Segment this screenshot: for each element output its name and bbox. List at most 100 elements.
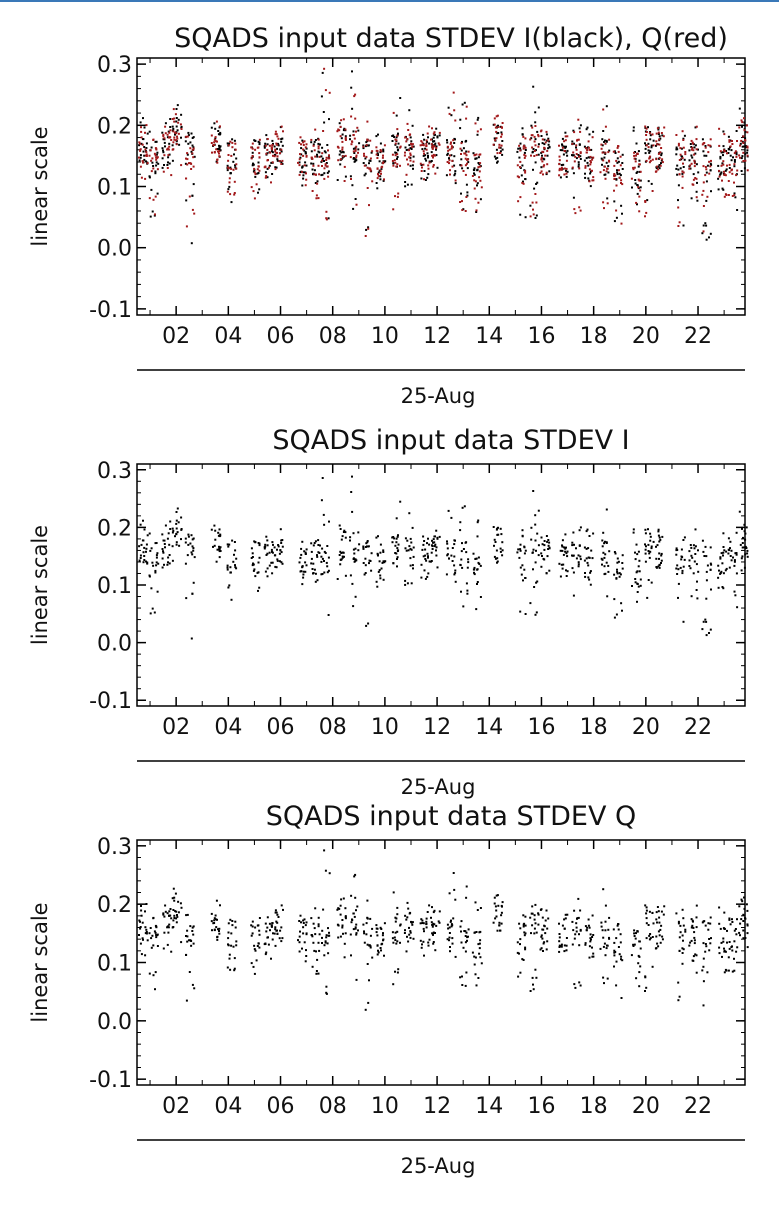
series-q-point [422,150,425,153]
series-i-point [155,164,158,167]
series-i-point [391,140,394,142]
series-i-point [323,560,325,562]
series-i-point [168,543,171,546]
series-i-point [681,569,684,572]
series-q-point [354,927,357,930]
series-i-point [351,184,354,187]
series-q-point [162,133,165,136]
series-q-point [471,951,474,954]
series-i-point [175,522,178,525]
series-i-point [275,566,278,569]
series-i-point [732,556,734,559]
series-q-point [257,146,260,149]
series-q-point [604,142,607,145]
series-q-point [633,943,636,946]
series-q-point [397,192,400,195]
series-i-point [744,553,747,556]
series-q-point [600,925,603,928]
series-q-point [155,934,158,936]
series-q-point [701,969,704,972]
series-q-point [344,932,347,935]
series-i-point [477,162,480,164]
series-i-point [476,118,479,121]
series-q-point [145,931,148,933]
series-i-point [694,144,697,147]
series-i-point [376,187,379,190]
series-i-point [721,162,724,165]
series-i-point [278,560,281,563]
series-i-point [682,539,685,541]
series-i-point [522,579,524,582]
series-i-point [316,153,318,156]
series-q-point [563,150,566,153]
series-q-point [251,925,254,928]
series-q-point [408,149,410,152]
series-q-point [351,140,354,143]
series-i-point [647,579,650,581]
series-q-point [303,941,306,944]
series-q-point [648,161,651,164]
series-i-point [217,531,220,534]
series-i-point [476,521,479,524]
series-q-point [317,972,320,975]
series-i-point [167,561,169,564]
series-i-point [397,142,400,145]
series-q-point [620,997,623,999]
series-q-point [280,148,283,151]
series-i-point [257,191,259,194]
series-q-point [337,128,340,131]
series-i-point [604,540,606,543]
series-i-point [722,532,725,535]
series-q-point [438,143,441,146]
series-i-point [463,505,466,508]
series-q-point [167,148,170,151]
series-q-point [546,163,549,166]
series-i-point [396,558,398,560]
series-i-point [738,510,741,513]
series-i-point [546,139,549,142]
series-q-point [690,162,693,165]
series-i-point [214,529,217,532]
series-q-point [632,945,635,947]
series-q-point [633,932,636,935]
series-i-point [705,224,708,227]
series-q-point [251,920,254,923]
series-q-point [617,923,620,926]
series-q-point [480,186,483,189]
series-i-point [266,544,269,547]
series-q-point [324,869,327,872]
series-i-point [321,173,324,176]
series-q-point [691,924,694,927]
series-q-point [369,157,372,160]
series-i-point [340,552,343,554]
series-q-point [434,154,436,157]
series-q-point [427,941,430,944]
series-i-point [725,168,728,171]
series-q-point [298,141,301,144]
series-q-point [408,933,411,936]
series-i-point [532,168,534,171]
series-q-point [535,976,538,979]
series-q-point [437,920,440,923]
series-q-point [584,942,587,945]
series-q-point [353,137,356,140]
series-i-point [454,539,456,542]
series-q-point [493,123,496,126]
series-q-point [590,938,592,941]
series-i-point [351,70,353,73]
series-q-point [302,922,305,924]
series-i-point [585,530,588,533]
series-i-point [561,567,564,570]
series-i-point [695,163,698,166]
series-i-point [375,536,378,539]
series-i-point [150,188,153,191]
series-q-point [493,902,496,905]
series-q-point [174,113,177,116]
series-q-point [695,954,698,957]
series-i-point [499,550,502,553]
series-q-point [537,923,540,926]
series-i-point [404,537,407,540]
series-q-point [688,944,691,947]
series-i-point [395,136,398,139]
series-i-point [453,555,456,558]
